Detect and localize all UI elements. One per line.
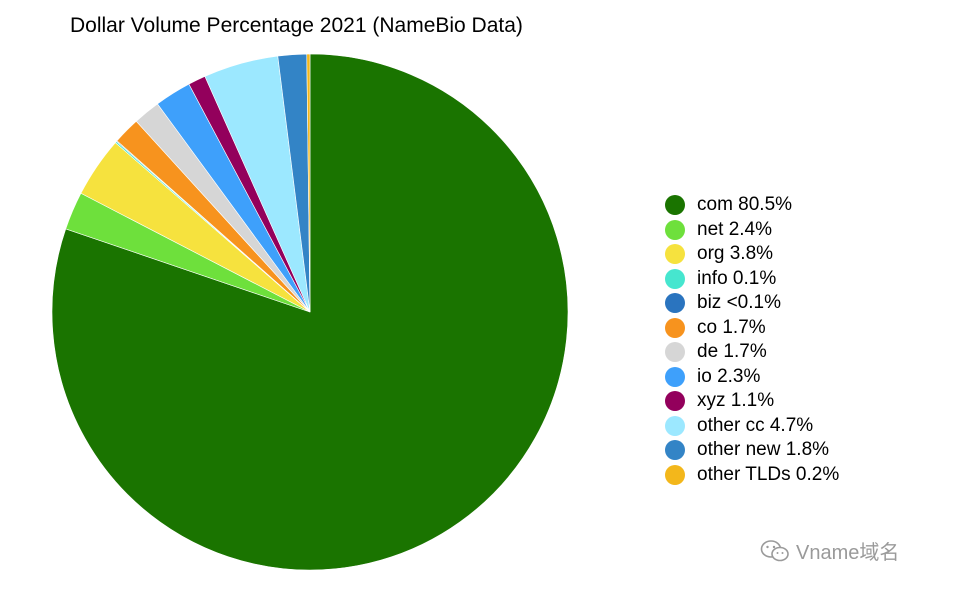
chart-title: Dollar Volume Percentage 2021 (NameBio D… <box>70 14 523 37</box>
legend-item-co: co 1.7% <box>665 316 839 341</box>
legend-item-net: net 2.4% <box>665 218 839 243</box>
wechat-icon <box>760 539 789 561</box>
pie-slice-other-tlds <box>306 53 311 313</box>
legend-item-info: info 0.1% <box>665 267 839 292</box>
legend-swatch <box>665 317 685 338</box>
legend-item-org: org 3.8% <box>665 242 839 267</box>
legend-label: biz <0.1% <box>697 292 781 314</box>
legend-item-other-cc: other cc 4.7% <box>665 414 839 439</box>
legend-swatch <box>665 464 685 485</box>
legend-item-other-new: other new 1.8% <box>665 438 839 463</box>
legend-swatch <box>665 342 685 363</box>
legend-label: xyz 1.1% <box>697 390 775 412</box>
legend-item-com: com 80.5% <box>665 193 839 218</box>
legend-item-xyz: xyz 1.1% <box>665 389 839 414</box>
legend-swatch <box>665 366 685 387</box>
legend-swatch <box>665 244 685 265</box>
legend-label: co 1.7% <box>697 316 766 338</box>
legend-swatch <box>665 440 685 461</box>
watermark-text: Vname域名 <box>796 542 900 564</box>
legend-swatch <box>665 391 685 412</box>
legend-label: io 2.3% <box>697 365 761 387</box>
legend-swatch <box>665 293 685 314</box>
legend-label: other TLDs 0.2% <box>697 463 840 485</box>
legend-swatch <box>665 268 685 289</box>
legend-item-de: de 1.7% <box>665 340 839 365</box>
legend-label: de 1.7% <box>697 341 767 363</box>
legend-label: net 2.4% <box>697 218 772 240</box>
legend-swatch <box>665 195 685 216</box>
legend-label: org 3.8% <box>697 243 774 265</box>
legend-swatch <box>665 219 685 240</box>
legend-label: other new 1.8% <box>697 439 830 461</box>
legend-item-biz: biz <0.1% <box>665 291 839 316</box>
legend-item-io: io 2.3% <box>665 365 839 390</box>
legend-label: info 0.1% <box>697 267 777 289</box>
legend: com 80.5% net 2.4% org 3.8% info 0.1% biz <0… <box>665 193 839 487</box>
legend-label: other cc 4.7% <box>697 414 814 436</box>
watermark: Vname域名 <box>760 536 899 565</box>
legend-item-other-tlds: other TLDs 0.2% <box>665 463 839 488</box>
legend-swatch <box>665 415 685 436</box>
legend-label: com 80.5% <box>697 194 793 216</box>
